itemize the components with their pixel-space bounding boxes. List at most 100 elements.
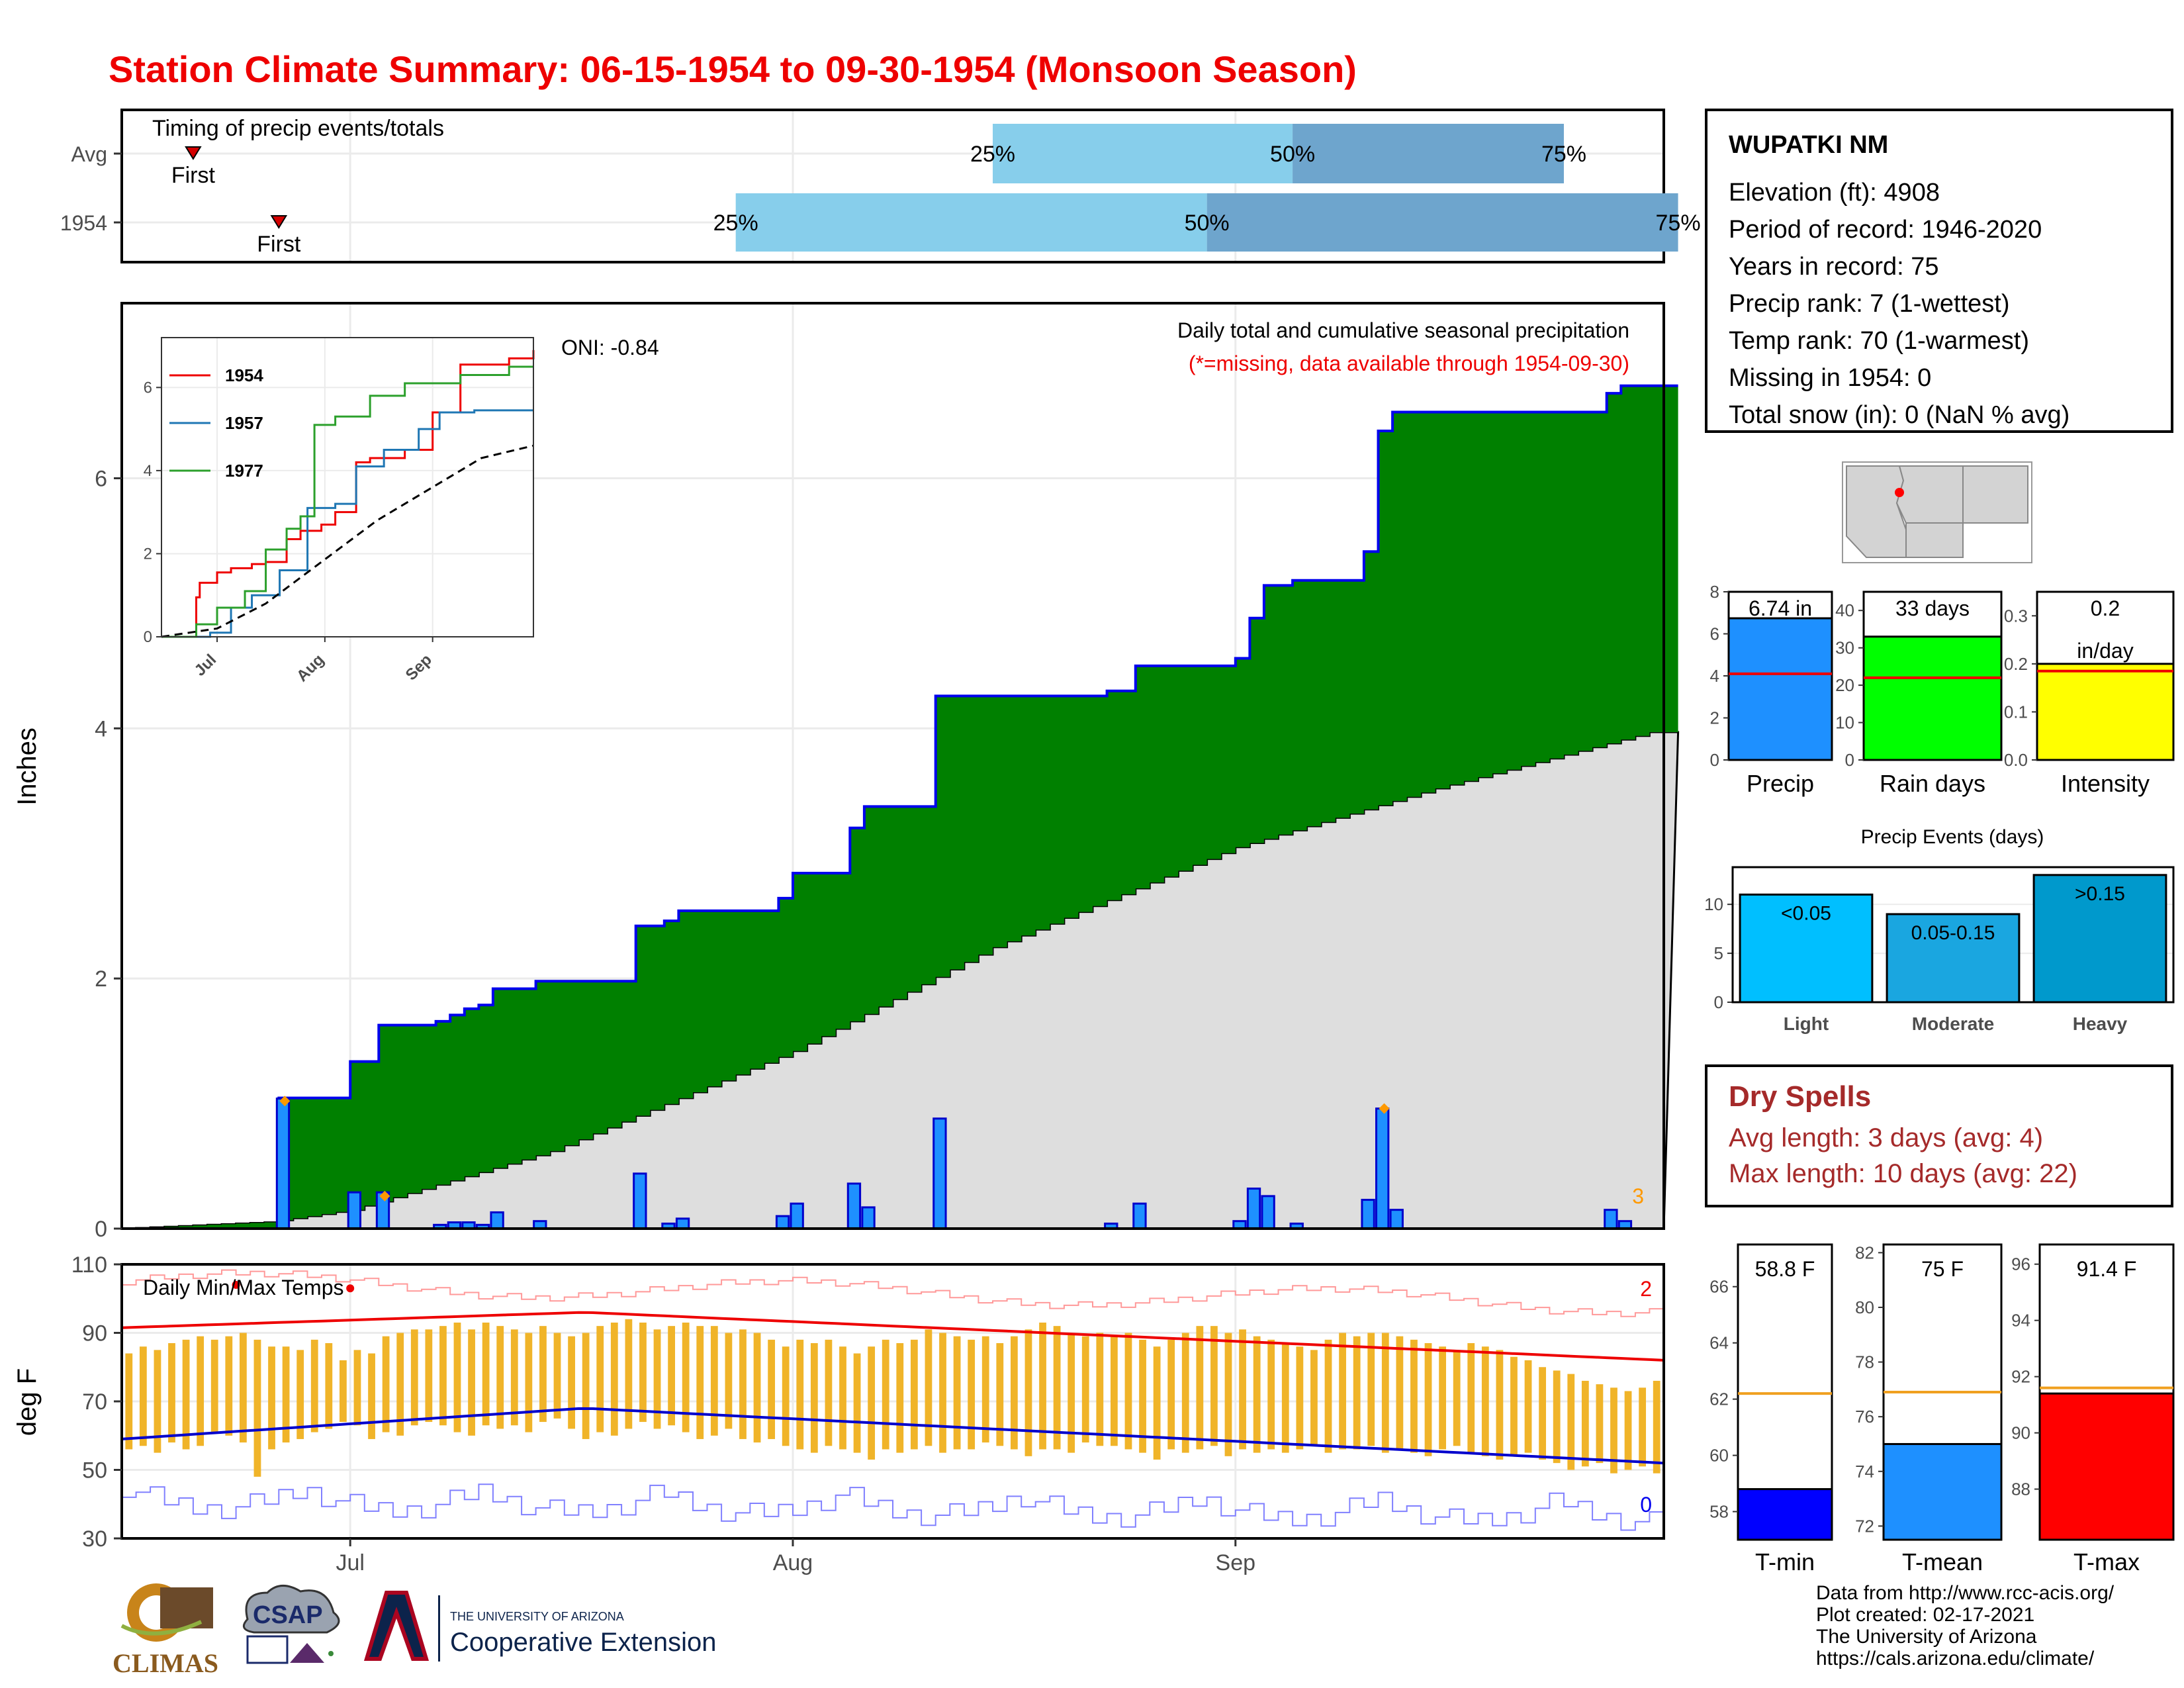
temp-y-tick-label: 90	[82, 1321, 107, 1346]
daily-temp-bar	[768, 1339, 776, 1439]
daily-temp-bar	[796, 1339, 804, 1450]
timing-bar-25-50	[735, 193, 1207, 252]
daily-temp-bar	[910, 1339, 918, 1450]
summary-label: Precip	[1747, 770, 1814, 797]
record-marker	[279, 1096, 291, 1107]
daily-temp-bar	[340, 1360, 347, 1423]
tbar-y-tick-label: 76	[1855, 1407, 1874, 1427]
daily-temp-bar	[268, 1346, 275, 1450]
timing-p50-label: 50%	[1185, 211, 1230, 236]
daily-temp-bar	[896, 1343, 904, 1453]
timing-row-label: Avg	[71, 142, 107, 166]
tbar-value: 75 F	[1921, 1257, 1964, 1281]
record-low-count: 0	[1640, 1493, 1652, 1517]
daily-precip-bar	[347, 1191, 362, 1230]
events-bar-range: 0.05-0.15	[1911, 922, 1995, 944]
timing-p75-label: 75%	[1541, 142, 1586, 167]
daily-temp-bar	[410, 1329, 418, 1426]
credit-url[interactable]: https://cals.arizona.edu/climate/	[1816, 1648, 2095, 1669]
locator-map	[1842, 461, 2032, 563]
daily-temp-bar	[1239, 1329, 1246, 1450]
events-title: Precip Events (days)	[1861, 826, 2044, 848]
ua-logo-line2: Cooperative Extension	[450, 1628, 716, 1657]
summary-value: 6.74 in	[1749, 596, 1812, 620]
logos: CLIMAS CSAP THE UNIVERSITY OF ARIZONA Co…	[113, 1583, 716, 1678]
daily-temp-bar	[1096, 1333, 1104, 1446]
daily-temp-bar	[296, 1350, 304, 1439]
station-period: Period of record: 1946-2020	[1729, 216, 2042, 244]
daily-temp-bar	[610, 1322, 618, 1436]
daily-temp-bar	[1024, 1329, 1032, 1456]
daily-temp-bar	[1010, 1336, 1018, 1450]
daily-temp-bar	[1068, 1333, 1075, 1453]
precip-corner-count: 3	[1632, 1184, 1644, 1208]
daily-temp-bar	[953, 1336, 961, 1450]
record-marker	[1379, 1103, 1390, 1114]
daily-temp-bar	[539, 1326, 547, 1423]
tmin-avg-line	[121, 1407, 1664, 1465]
credit-university: The University of Arizona	[1816, 1626, 2037, 1648]
timing-p50-label: 50%	[1270, 142, 1315, 167]
daily-temp-bar	[210, 1339, 218, 1432]
summary-y-tick-label: 0	[1710, 750, 1719, 770]
daily-temp-bar	[1181, 1333, 1189, 1453]
inset-y-tick-label: 6	[144, 379, 152, 397]
inset-legend-label: 1977	[225, 461, 263, 481]
tbar-y-tick-label: 66	[1709, 1277, 1729, 1297]
daily-temp-bar	[1267, 1339, 1275, 1450]
station-precip-rank: Precip rank: 7 (1-wettest)	[1729, 290, 2010, 318]
daily-temp-bar	[139, 1346, 147, 1446]
daily-temp-bar	[939, 1333, 946, 1453]
x-axis-tick-label: Aug	[773, 1550, 813, 1575]
daily-temp-bar	[1581, 1380, 1589, 1467]
daily-temp-bar	[682, 1322, 690, 1432]
summary-y-tick-label: 2	[1710, 708, 1719, 728]
tbar-bar	[1737, 1488, 1833, 1541]
daily-temp-bar	[925, 1329, 933, 1446]
daily-temp-bar	[282, 1346, 290, 1443]
daily-temp-bar	[1111, 1336, 1118, 1446]
record-high-line	[122, 1269, 1664, 1317]
tbar-y-tick-label: 78	[1855, 1352, 1874, 1372]
daily-temp-bar	[753, 1333, 761, 1443]
tbar-label: T-mean	[1902, 1548, 1983, 1575]
timing-bar-50-75	[1293, 124, 1564, 183]
summary-y-tick-label: 10	[1835, 713, 1854, 733]
daily-temp-bar	[1167, 1339, 1175, 1450]
summary-value-unit: in/day	[2077, 639, 2133, 663]
daily-temp-bar	[1053, 1326, 1061, 1450]
daily-temp-bar	[368, 1353, 375, 1439]
tbar-label: T-min	[1755, 1548, 1815, 1575]
events-category-label: Light	[1784, 1013, 1829, 1034]
summary-label: Intensity	[2061, 770, 2150, 797]
daily-precip-bar	[1604, 1209, 1618, 1230]
record-high-count: 2	[1640, 1277, 1652, 1301]
daily-temp-bar	[1596, 1384, 1604, 1464]
timing-p75-label: 75%	[1656, 211, 1701, 236]
daily-temp-bar	[825, 1339, 833, 1446]
daily-temp-bar	[1353, 1336, 1361, 1450]
page-title: Station Climate Summary: 06-15-1954 to 0…	[109, 48, 1357, 90]
daily-temp-bar	[1081, 1336, 1089, 1443]
shared-x-axis: Jul Aug Sep	[336, 1538, 1255, 1575]
daily-temp-bar	[225, 1336, 233, 1436]
daily-temp-bar	[253, 1339, 261, 1477]
tbar-y-tick-label: 74	[1855, 1462, 1874, 1481]
station-snow: Total snow (in): 0 (NaN % avg)	[1729, 401, 2070, 429]
daily-temp-bar	[996, 1343, 1004, 1446]
tbar-y-tick-label: 96	[2011, 1254, 2030, 1274]
csap-logo: CSAP	[242, 1585, 340, 1664]
daily-temp-bar	[868, 1346, 876, 1460]
timing-first-label: First	[171, 163, 216, 188]
daily-precip-bar	[861, 1206, 876, 1230]
climas-logo-text: CLIMAS	[113, 1648, 218, 1678]
dry-spells-max: Max length: 10 days (avg: 22)	[1729, 1159, 2077, 1188]
events-category-label: Heavy	[2073, 1013, 2128, 1034]
daily-temp-bar	[1639, 1387, 1647, 1467]
timing-first-label: First	[257, 232, 301, 257]
daily-temp-bar	[168, 1343, 175, 1443]
summary-y-tick-label: 0	[1845, 750, 1854, 770]
timing-row-label: 1954	[60, 211, 107, 235]
daily-precip-bar	[1261, 1195, 1275, 1230]
